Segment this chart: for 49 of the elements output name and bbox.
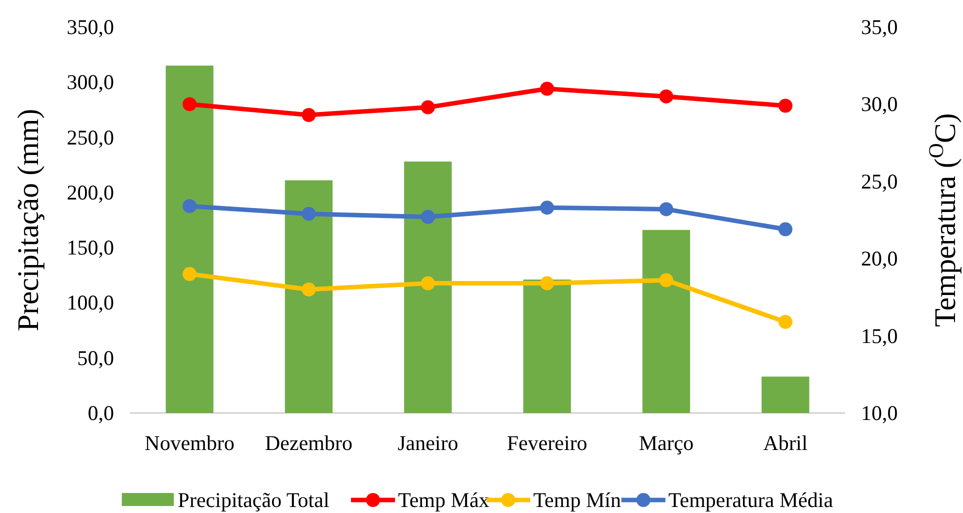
x-tick-label: Abril [763,431,808,455]
point [778,98,792,113]
y-tick-label: 100,0 [66,290,114,315]
bar [762,376,810,413]
y2-tick-label: 15,0 [861,324,898,348]
point [659,89,674,104]
legend-label: Precipitação Total [178,488,330,512]
y-tick-label: 150,0 [66,236,114,260]
point [540,200,554,215]
x-tick-label: Fevereiro [506,431,588,455]
point [540,276,554,290]
y2-tick-label: 10,0 [861,401,898,425]
x-tick-label: Janeiro [398,431,458,455]
y2-tick-label: 25,0 [861,169,898,194]
point [420,100,435,114]
point [778,314,792,329]
point [182,97,197,112]
legend-label: Temperatura Média [668,488,834,512]
y-tick-label: 0,0 [88,401,114,425]
x-tick-label: Março [638,431,694,455]
point [302,108,316,122]
y-axis-title: Precipitação (mm) [12,108,45,332]
x-tick-label: Dezembro [265,431,352,455]
point [182,267,197,282]
y-tick-label: 250,0 [66,125,114,150]
y2-tick-label: 30,0 [861,92,898,116]
y-tick-label: 300,0 [66,70,114,94]
point [420,210,435,224]
bar [284,180,333,413]
point [420,276,435,290]
bar [166,66,214,413]
y-tick-label: 350,0 [66,15,114,39]
point [659,202,674,216]
point [182,199,197,214]
point [302,282,316,296]
y2-tick-label: 20,0 [861,246,898,271]
bar [404,162,452,413]
y-tick-label: 200,0 [66,180,114,204]
legend-label: Temp Máx [398,488,490,512]
y-tick-label: 50,0 [77,346,114,370]
point [778,222,792,236]
x-tick-label: Novembro [144,431,234,455]
point [302,206,316,221]
legend-label: Temp Mín [533,488,622,512]
y2-tick-label: 35,0 [861,15,898,39]
bar [642,230,690,413]
point [540,82,554,96]
point [659,273,674,288]
bar [523,280,571,413]
